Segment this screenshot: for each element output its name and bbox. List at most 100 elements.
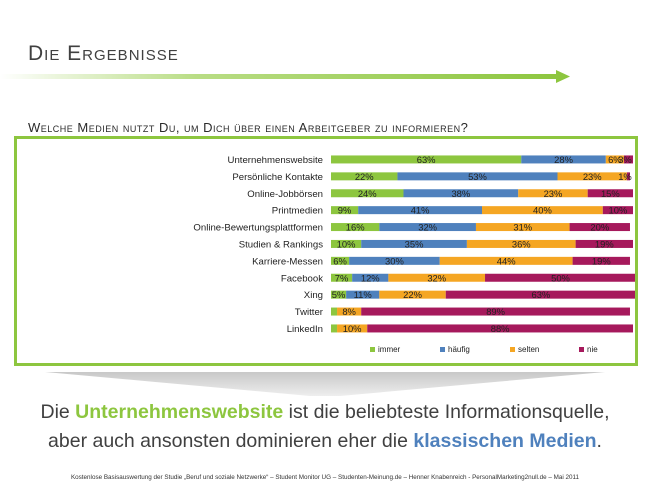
stacked-bar-chart: Unternehmenswebsite 63% 28% 6%3%Persönliche…: [193, 154, 635, 354]
legend-label: selten: [518, 345, 539, 354]
bar-segment-immer: [331, 290, 347, 299]
bar-segment-immer: [331, 239, 362, 248]
data-label: 38%: [451, 188, 470, 199]
data-label: 63%: [532, 289, 551, 300]
chart-frame: Unternehmenswebsite 63% 28% 6% 3% Persönliche…: [14, 136, 638, 366]
bar-segment-immer: [331, 172, 398, 181]
data-label: 12%: [361, 272, 380, 283]
bar-segment-immer: [331, 206, 359, 215]
category-label: Facebook: [281, 273, 323, 284]
data-label: 40%: [533, 205, 552, 216]
legend-label: immer: [378, 345, 401, 354]
bar-segment-selten: [439, 256, 573, 265]
conclusion-highlight-website: Unternehmenswebsite: [75, 401, 284, 423]
bar-segment-nie: [485, 273, 635, 282]
conclusion-part2: ist die beliebteste Informationsquelle,: [283, 401, 610, 423]
bar-segment-nie: [602, 206, 633, 215]
data-label: 63%: [417, 154, 436, 165]
category-label: Studien & Rankings: [239, 239, 323, 250]
bar-segment-immer: [331, 189, 404, 198]
bar-segment-haeufig: [403, 189, 519, 198]
data-label: 88%: [491, 323, 510, 334]
data-label: 6%: [333, 255, 347, 266]
bar-segment-selten: [605, 155, 624, 164]
bar-segment-nie: [367, 324, 633, 333]
data-label: 8%: [342, 306, 356, 317]
bar-segment-nie: [361, 307, 630, 316]
bar-segment-nie: [572, 256, 630, 265]
data-label: 41%: [411, 205, 430, 216]
data-label: 11%: [354, 289, 372, 300]
category-label: Online-Bewertungsplattformen: [193, 223, 323, 234]
data-label: 16%: [346, 222, 365, 233]
data-label: 22%: [355, 171, 374, 182]
bar-segment-nie: [587, 189, 633, 198]
data-label: 19%: [592, 255, 611, 266]
data-label: 19%: [595, 238, 614, 249]
category-label: Xing: [304, 290, 323, 301]
legend-swatch: [579, 347, 584, 352]
bar-segment-haeufig: [521, 155, 606, 164]
bar-segment-nie: [626, 172, 630, 181]
data-label: 10%: [343, 323, 362, 334]
data-label: 5%: [332, 289, 346, 300]
slide-title: Die Ergebnisse: [28, 42, 179, 65]
conclusion-highlight-classic-media: klassischen Medien: [413, 430, 597, 452]
category-label: LinkedIn: [287, 324, 323, 335]
footer-source: Kostenlose Basisauswertung der Studie „B…: [70, 474, 580, 481]
bar-segment-haeufig: [352, 273, 389, 282]
data-label: 32%: [418, 222, 437, 233]
data-label: 36%: [512, 238, 531, 249]
bar-segment-immer: [331, 155, 522, 164]
legend-swatch: [370, 347, 375, 352]
data-label: 6%: [608, 154, 622, 165]
data-label: 28%: [554, 154, 573, 165]
data-label: 50%: [551, 272, 570, 283]
bar-segment-nie: [575, 239, 633, 248]
bar-segment-nie: [569, 223, 630, 232]
data-label: 15%: [601, 188, 620, 199]
conclusion-part3: aber auch ansonsten dominieren eher die: [48, 430, 414, 452]
category-label: Printmedien: [272, 206, 323, 217]
data-label: 24%: [358, 188, 377, 199]
category-label: Twitter: [295, 307, 324, 318]
data-label: 23%: [544, 188, 563, 199]
legend-swatch: [510, 347, 515, 352]
data-label: 53%: [468, 171, 487, 182]
data-label: 3%: [618, 154, 632, 165]
bar-segment-immer: [331, 324, 338, 333]
chart-question: Welche Medien nutzt Du, um Dich über ein…: [28, 120, 469, 135]
bar-segment-nie: [623, 155, 633, 164]
data-label: 20%: [590, 222, 609, 233]
data-label: 10%: [609, 205, 628, 216]
data-label: 23%: [583, 171, 602, 182]
category-label: Online-Jobbörsen: [247, 189, 323, 200]
funnel-divider: [45, 372, 605, 396]
data-label: 10%: [337, 238, 356, 249]
bar-segment-selten: [518, 189, 588, 198]
title-underline-arrow: [0, 70, 570, 83]
bar-segment-nie: [445, 290, 635, 299]
bar-segment-haeufig: [349, 256, 440, 265]
data-label: 1%: [618, 171, 632, 182]
conclusion-part1: Die: [40, 401, 76, 423]
bar-segment-immer: [331, 223, 380, 232]
conclusion-part4: .: [596, 430, 602, 452]
bar-segment-selten: [466, 239, 576, 248]
data-label: 44%: [497, 255, 516, 266]
bar-segment-immer: [331, 307, 338, 316]
bar-segment-haeufig: [346, 290, 380, 299]
data-label: 31%: [513, 222, 532, 233]
data-label: 9%: [338, 205, 352, 216]
data-label: 22%: [403, 289, 422, 300]
bar-segment-haeufig: [361, 239, 467, 248]
legend-label: nie: [587, 345, 598, 354]
data-label: 32%: [427, 272, 446, 283]
bar-segment-haeufig: [397, 172, 558, 181]
bar-segment-haeufig: [379, 223, 476, 232]
legend-swatch: [440, 347, 445, 352]
category-label: Persönliche Kontakte: [232, 172, 323, 183]
bar-segment-haeufig: [358, 206, 482, 215]
bar-segment-selten: [475, 223, 570, 232]
legend-label: häufig: [448, 345, 470, 354]
